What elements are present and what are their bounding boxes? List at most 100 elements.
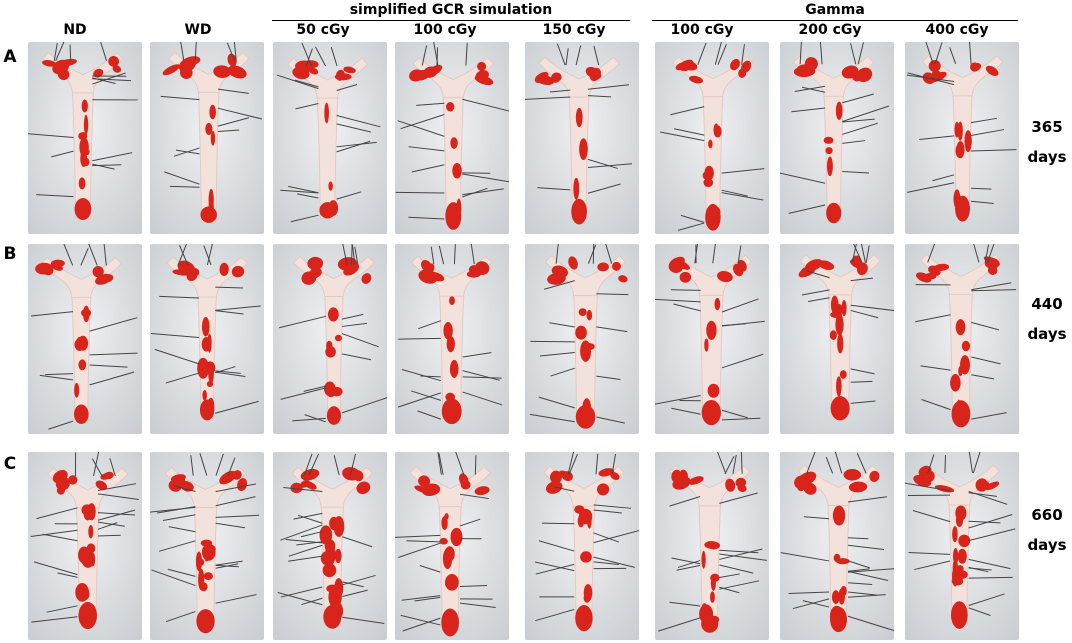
lesion: [429, 485, 441, 495]
lesion: [918, 465, 932, 477]
dissection-pin: [970, 187, 992, 190]
dissection-pin: [402, 617, 441, 632]
dissection-pin: [968, 452, 973, 474]
lesion: [960, 355, 970, 375]
lesion: [443, 321, 453, 340]
dissection-pin: [89, 371, 135, 386]
dissection-pin: [593, 556, 635, 568]
dissection-pin: [297, 193, 319, 199]
dissection-pin: [294, 79, 319, 88]
dissection-pin: [850, 309, 879, 319]
aorta-photo: [395, 452, 509, 640]
dissection-pin: [227, 457, 236, 476]
lesion: [800, 267, 813, 276]
lesion: [445, 574, 459, 591]
lesion: [78, 546, 90, 564]
dissection-pin: [676, 564, 701, 571]
aorta-photo: [395, 244, 509, 434]
dissection-pin: [565, 48, 569, 66]
dissection-pin: [215, 453, 224, 476]
lesion: [55, 476, 70, 491]
dissection-pin: [914, 560, 951, 571]
lesion: [95, 480, 108, 491]
lesion: [717, 271, 733, 283]
dissection-pin: [842, 140, 866, 144]
lesion: [688, 476, 704, 485]
dissection-pin: [968, 576, 1013, 579]
lesion: [90, 552, 96, 567]
lesion: [206, 380, 214, 388]
dissection-pin: [825, 457, 834, 474]
dissection-pin: [28, 133, 74, 139]
dissection-pin: [932, 174, 955, 182]
aorta-photo: [780, 244, 894, 434]
dissection-pin: [69, 44, 72, 61]
dissection-pin: [470, 244, 475, 265]
lesion: [209, 104, 216, 120]
lesion: [199, 582, 208, 592]
lesion: [831, 590, 840, 605]
row-letter-a: A: [3, 47, 17, 67]
dissection-pin: [48, 420, 74, 430]
dissection-pin: [167, 568, 196, 577]
lesion: [441, 398, 462, 425]
lesion: [583, 584, 593, 602]
dissection-pin: [671, 407, 701, 415]
lesion: [597, 262, 609, 272]
dissection-pin: [655, 395, 701, 405]
lesion: [203, 572, 213, 581]
lesion: [913, 474, 932, 487]
dissection-pin: [430, 246, 435, 265]
dissection-pin: [780, 552, 830, 562]
dissection-pin: [593, 530, 639, 544]
dissection-pin: [169, 185, 200, 188]
lesion: [323, 604, 342, 629]
lesion: [710, 591, 715, 603]
lesion: [671, 469, 682, 483]
dissection-pin: [336, 191, 362, 200]
lesion: [586, 309, 593, 321]
dissection-pin: [596, 293, 629, 296]
dissection-pin: [669, 496, 701, 507]
lesion: [179, 57, 197, 73]
dissection-pin: [88, 244, 98, 266]
lesion: [741, 60, 752, 73]
lesion: [213, 65, 231, 78]
lesion: [322, 563, 337, 578]
aorta-photo: [273, 244, 387, 434]
lesion: [713, 123, 719, 137]
lesion: [705, 203, 721, 231]
dissection-pin: [544, 280, 575, 290]
lesion: [951, 400, 971, 428]
dissection-pin: [278, 315, 326, 329]
lesion: [851, 70, 862, 82]
lesion: [426, 64, 443, 77]
dissection-pin: [721, 189, 748, 197]
dissection-pin: [419, 565, 441, 573]
lesion: [840, 585, 847, 596]
dissection-pin: [462, 173, 509, 183]
dissection-pin: [36, 194, 74, 198]
dissection-pin: [740, 452, 743, 474]
dissection-pin: [215, 594, 257, 604]
dissection-pin: [395, 191, 445, 194]
dissection-pin: [352, 245, 356, 265]
dissection-pin: [856, 452, 867, 474]
lesion: [233, 267, 242, 274]
lesion: [545, 481, 563, 494]
dissection-pin: [847, 496, 887, 503]
dissection-pin: [721, 298, 759, 313]
dissection-pin: [455, 452, 465, 475]
dissection-pin: [293, 512, 323, 520]
dissection-pin: [276, 74, 319, 90]
lesion: [449, 296, 455, 305]
lesion: [81, 157, 90, 167]
dissection-pin: [721, 417, 761, 421]
lesion: [444, 513, 449, 520]
dissection-pin: [30, 529, 78, 538]
dissection-pin: [819, 42, 823, 65]
lesion: [794, 475, 809, 490]
lesion: [851, 255, 862, 267]
lesion: [104, 274, 114, 283]
dissection-pin: [421, 45, 428, 66]
